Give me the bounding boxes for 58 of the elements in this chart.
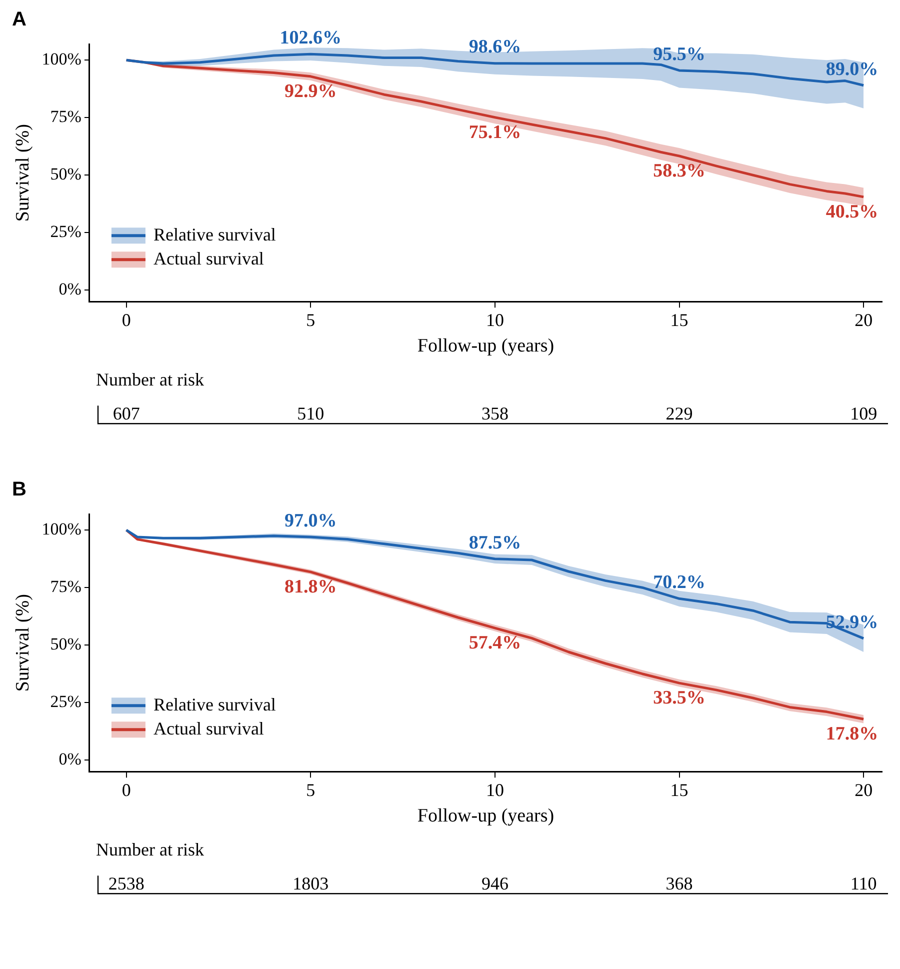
annotation: 92.9%	[284, 80, 337, 102]
text: Number at risk	[96, 840, 204, 860]
y-tick-label: 25%	[50, 222, 82, 242]
text: 358	[481, 404, 508, 424]
y-tick-label: 75%	[50, 577, 82, 596]
y-tick-label: 50%	[50, 634, 82, 654]
annotation: 98.6%	[468, 36, 522, 58]
annotation: 87.5%	[468, 532, 522, 554]
annotation: 81.8%	[284, 576, 337, 598]
chart-title: B	[12, 478, 26, 501]
text: 1803	[292, 874, 329, 894]
annotation: 89.0%	[826, 58, 878, 80]
chart-title: A	[12, 8, 26, 31]
annotation: 52.9%	[826, 612, 878, 633]
annotation: 102.6%	[280, 28, 342, 49]
x-tick-label: 15	[670, 780, 688, 800]
y-tick-label: 100%	[42, 520, 82, 539]
legend-label: Relative survival	[153, 694, 276, 714]
annotation: 17.8%	[826, 724, 878, 745]
text: 110	[850, 874, 877, 894]
y-tick-label: 50%	[50, 164, 82, 184]
text: 946	[481, 874, 508, 894]
annotation: 75.1%	[468, 122, 522, 143]
text: 109	[850, 404, 878, 424]
x-axis-title: Follow-up (years)	[417, 336, 554, 357]
text: 510	[297, 404, 324, 424]
x-tick-label: 20	[854, 780, 873, 800]
y-axis-title: Survival (%)	[12, 594, 34, 692]
x-axis-title: Follow-up (years)	[417, 806, 554, 827]
y-tick-label: 100%	[42, 50, 82, 69]
text: 229	[666, 404, 693, 424]
annotation: 97.0%	[284, 510, 337, 532]
text: 607	[112, 404, 140, 424]
text: 368	[666, 874, 693, 894]
y-tick-label: 75%	[50, 107, 82, 126]
annotation: 95.5%	[653, 44, 706, 65]
y-tick-label: 0%	[58, 280, 82, 299]
annotation: 57.4%	[468, 632, 522, 654]
text: 2538	[108, 874, 144, 894]
y-tick-label: 0%	[58, 750, 82, 769]
x-tick-label: 20	[854, 310, 873, 330]
annotation: 58.3%	[653, 160, 706, 182]
annotation: 33.5%	[653, 687, 706, 708]
x-tick-label: 15	[670, 310, 688, 330]
legend-label: Actual survival	[153, 248, 264, 268]
x-tick-label: 5	[306, 310, 316, 330]
x-tick-label: 10	[486, 310, 504, 330]
text: Number at risk	[96, 370, 204, 390]
legend-label: Actual survival	[153, 718, 264, 738]
x-tick-label: 0	[122, 310, 131, 330]
y-axis-title: Survival (%)	[12, 124, 34, 222]
x-tick-label: 5	[306, 780, 316, 800]
legend-label: Relative survival	[153, 224, 276, 244]
y-tick-label: 25%	[50, 692, 82, 712]
annotation: 70.2%	[653, 572, 706, 594]
annotation: 40.5%	[826, 201, 878, 222]
x-tick-label: 0	[122, 780, 131, 800]
x-tick-label: 10	[486, 780, 504, 800]
